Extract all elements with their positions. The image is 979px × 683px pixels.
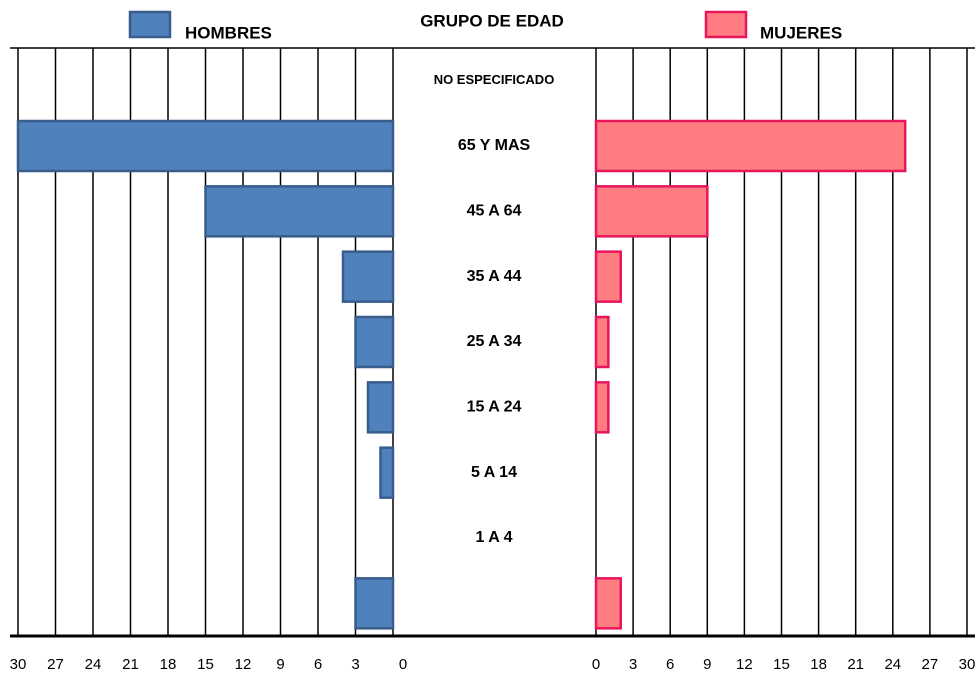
x-tick-label: 30: [10, 656, 27, 673]
x-tick-label: 24: [85, 656, 102, 673]
x-tick-label: 30: [959, 656, 976, 673]
legend-label: HOMBRES: [185, 23, 272, 42]
x-tick-label: 21: [847, 656, 864, 673]
bar: [341, 250, 395, 303]
x-tick-label: 18: [160, 656, 177, 673]
bar: [16, 119, 395, 173]
bar: [204, 185, 395, 238]
x-tick-label: 15: [773, 656, 790, 673]
bar: [594, 250, 622, 303]
x-tick-label: 12: [235, 656, 252, 673]
category-label: 45 A 64: [467, 203, 522, 220]
category-label: 65 Y MAS: [458, 137, 531, 154]
legend-swatch: [128, 10, 172, 39]
x-tick-label: 0: [592, 656, 600, 673]
category-label: 1 A 4: [475, 529, 512, 546]
bar: [366, 381, 395, 434]
x-tick-label: 27: [922, 656, 939, 673]
x-tick-label: 0: [399, 656, 407, 673]
category-label: 15 A 24: [467, 399, 522, 416]
bar: [594, 381, 610, 434]
x-tick-label: 9: [703, 656, 711, 673]
bar: [354, 577, 395, 630]
category-label: 35 A 44: [467, 268, 522, 285]
legend-label: MUJERES: [760, 23, 842, 42]
bar: [594, 185, 709, 238]
chart-title: GRUPO DE EDAD: [420, 11, 564, 30]
x-tick-label: 24: [884, 656, 901, 673]
bar: [379, 446, 395, 499]
bar: [594, 315, 610, 369]
x-tick-label: 6: [314, 656, 322, 673]
x-tick-label: 15: [197, 656, 214, 673]
x-tick-label: 3: [351, 656, 359, 673]
category-label: NO ESPECIFICADO: [434, 72, 555, 87]
x-tick-label: 9: [276, 656, 284, 673]
x-tick-label: 18: [810, 656, 827, 673]
x-tick-label: 12: [736, 656, 753, 673]
bar: [594, 119, 907, 173]
x-tick-label: 3: [629, 656, 637, 673]
category-label: 25 A 34: [467, 333, 522, 350]
x-tick-label: 27: [47, 656, 64, 673]
legend-swatch: [704, 10, 748, 39]
x-tick-label: 6: [666, 656, 674, 673]
category-label: 5 A 14: [471, 464, 517, 481]
bar: [354, 315, 395, 369]
x-tick-label: 21: [122, 656, 139, 673]
bar: [594, 577, 622, 630]
